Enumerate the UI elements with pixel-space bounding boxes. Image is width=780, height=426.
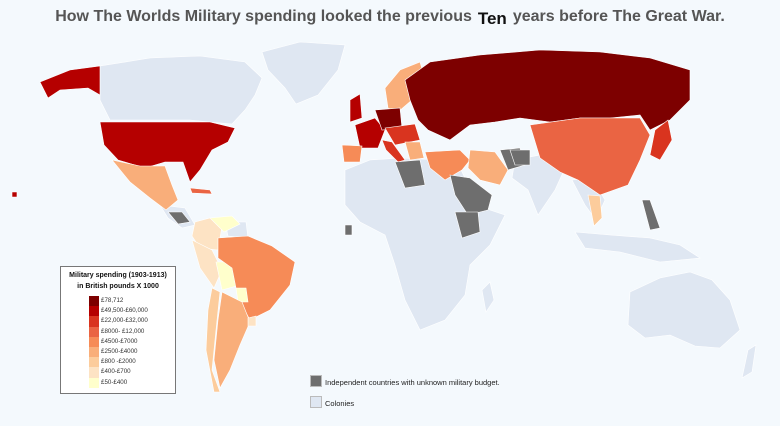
alaska [39, 65, 101, 99]
australia [627, 271, 741, 349]
austria-hungary [384, 123, 421, 146]
madagascar [481, 281, 495, 313]
russia [404, 49, 691, 141]
hawaii [11, 191, 18, 198]
colonies-layer [99, 41, 757, 379]
japan [649, 119, 673, 161]
greenland [261, 41, 346, 105]
usa [99, 121, 236, 183]
legend-row: £400-£700 [89, 367, 148, 378]
uk [349, 93, 363, 123]
new-zealand [741, 344, 757, 379]
legend-title: Military spending (1903-1913) in British… [61, 270, 175, 292]
guatemala-honduras [167, 211, 191, 225]
key-colonies: Colonies [310, 394, 354, 409]
legend-row: £22,000-£32,000 [89, 316, 148, 327]
legend-title-line2: in British pounds X 1000 [77, 283, 159, 290]
legend-title-line1: Military spending (1903-1913) [69, 272, 167, 279]
colonies-label: Colonies [325, 399, 355, 408]
legend-row: £2500-£4000 [89, 346, 148, 358]
chile [205, 287, 221, 393]
legend-row: £49,500-£60,000 [89, 306, 148, 317]
legend-label: £2500-£4000 [101, 348, 138, 356]
legend-swatch [89, 367, 99, 378]
mexico [111, 159, 179, 211]
ottoman-empire [424, 149, 471, 181]
legend-row: £800 -£2000 [89, 357, 148, 368]
colonies-swatch [310, 395, 322, 408]
indonesia [574, 231, 701, 263]
title-text-after: years before The Great War. [512, 8, 725, 25]
legend-swatch [89, 346, 99, 358]
unknown-budget-label: Independent countries with unknown milit… [325, 378, 500, 387]
italy [381, 139, 406, 163]
legend-swatch [89, 326, 99, 337]
unknown-budget-swatch [310, 374, 322, 387]
key-unknown-budget: Independent countries with unknown milit… [310, 373, 500, 388]
canada [99, 55, 263, 125]
arabia [449, 174, 493, 216]
legend-label: £22,000-£32,000 [101, 317, 148, 325]
legend-swatch [89, 316, 99, 327]
libya-region [394, 159, 426, 189]
legend-label: £8000- £12,000 [101, 327, 145, 335]
persia [467, 149, 509, 186]
legend-swatch [89, 377, 99, 388]
brazil [217, 235, 296, 321]
iberia [341, 144, 363, 163]
china [529, 117, 651, 196]
paraguay [235, 287, 249, 303]
ethiopia [454, 211, 481, 239]
legend-swatch [89, 306, 99, 317]
legend-row: £4500-£7000 [89, 336, 148, 347]
legend-label: £49,500-£60,000 [101, 307, 148, 315]
france [354, 117, 386, 149]
cuba [189, 187, 213, 195]
legend-label: £800 -£2000 [101, 358, 136, 366]
legend-swatch [89, 336, 99, 347]
argentina [213, 291, 251, 389]
uruguay [247, 315, 257, 327]
siam [587, 194, 603, 227]
legend-label: £78,712 [101, 297, 124, 305]
legend-label: £4500-£7000 [101, 337, 138, 345]
balkans [404, 141, 425, 161]
legend-rows: £78,712 £49,500-£60,000 £22,000-£32,000 … [89, 296, 148, 388]
legend-swatch [89, 296, 99, 307]
philippines [641, 199, 661, 231]
venezuela [209, 215, 241, 233]
title-emphasis: Ten [477, 9, 507, 28]
legend-label: £50-£400 [101, 378, 128, 386]
legend-label: £400-£700 [101, 368, 131, 376]
title-text-before: How The Worlds Military spending looked … [55, 8, 472, 25]
legend-swatch [89, 357, 99, 368]
legend-row: £50-£400 [89, 377, 148, 388]
legend-row: £8000- £12,000 [89, 326, 148, 337]
tibet [509, 149, 531, 166]
morocco-region [344, 224, 353, 236]
countries-layer [11, 49, 691, 393]
legend: Military spending (1903-1913) in British… [60, 266, 176, 394]
peru-ecuador [191, 239, 223, 289]
legend-row: £78,712 [89, 296, 148, 307]
map-title: How The Worlds Military spending looked … [10, 6, 770, 30]
